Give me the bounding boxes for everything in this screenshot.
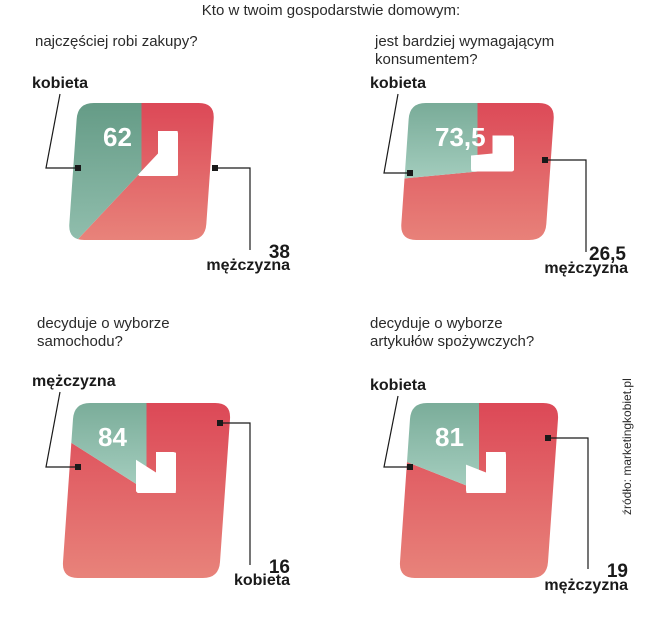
- question-line: konsumentem?: [375, 51, 478, 68]
- slice-gap: [138, 131, 178, 176]
- data-label-kobieta: 62: [103, 122, 132, 152]
- leader-line: [545, 159, 587, 252]
- data-label-kobieta: 73,5: [435, 122, 486, 152]
- leader-dot: [407, 464, 413, 470]
- leader-dot: [212, 165, 218, 171]
- legend-mężczyzna: mężczyzna: [544, 260, 628, 277]
- leader-dot: [217, 420, 223, 426]
- legend-mężczyzna: mężczyzna: [206, 257, 290, 274]
- data-label-mężczyzna: 38: [269, 242, 290, 263]
- question-line: decyduje o wyborze: [37, 315, 170, 332]
- slice-gap: [466, 452, 506, 493]
- leader-dot: [545, 435, 551, 441]
- question-line: decyduje o wyborze: [370, 315, 503, 332]
- slice-kobieta: [61, 403, 147, 491]
- leader-dot: [407, 170, 413, 176]
- slice-gap: [136, 452, 176, 493]
- charts-group: najczęściej robi zakupy?62kobieta38mężcz…: [32, 33, 628, 594]
- legend-kobieta: kobieta: [370, 75, 426, 92]
- question-line: najczęściej robi zakupy?: [35, 33, 198, 50]
- leader-line: [45, 391, 78, 468]
- leader-line: [383, 93, 410, 174]
- question-line: jest bardziej wymagającym: [374, 33, 554, 50]
- leader-dot: [75, 464, 81, 470]
- legend-kobieta: kobieta: [32, 75, 88, 92]
- data-label-kobieta: 16: [269, 557, 290, 578]
- leader-line: [548, 437, 589, 569]
- source-note: źródło: marketingkobiet.pl: [620, 378, 634, 515]
- data-label-mężczyzna: 19: [607, 561, 628, 582]
- leader-line: [215, 167, 251, 250]
- pie-panel-1: najczęściej robi zakupy? 62 kobieta 38mężcz…: [32, 33, 290, 274]
- slice-mężczyzna: [398, 403, 479, 491]
- legend-mężczyzna: mężczyzna: [544, 577, 628, 594]
- data-label-mężczyzna: 84: [98, 422, 127, 452]
- leader-dot: [542, 157, 548, 163]
- leader-line: [220, 422, 251, 565]
- leader-line: [383, 395, 410, 468]
- question-line: samochodu?: [37, 333, 123, 350]
- legend-kobieta: kobieta: [234, 572, 290, 589]
- question-line: artykułów spożywczych?: [370, 333, 534, 350]
- slice-mężczyzna: [68, 103, 142, 240]
- leader-dot: [75, 165, 81, 171]
- legend-mężczyzna: mężczyzna: [32, 373, 116, 390]
- data-label-mężczyzna: 26,5: [589, 244, 626, 265]
- slice-gap: [471, 135, 514, 172]
- data-label-kobieta: 81: [435, 422, 464, 452]
- legend-kobieta: kobieta: [370, 377, 426, 394]
- page-title: Kto w twoim gospodarstwie domowym:: [202, 2, 460, 19]
- leader-line: [45, 93, 78, 169]
